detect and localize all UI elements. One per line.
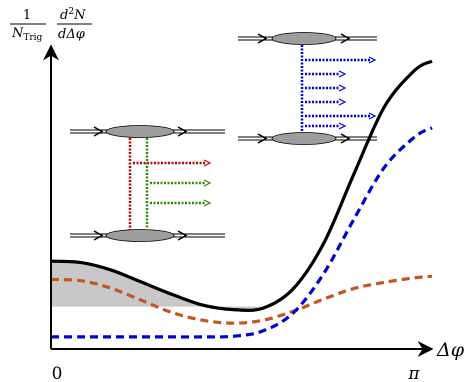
left-inset-top-beam <box>70 125 225 138</box>
series-blue-dashed <box>51 126 433 339</box>
x-tick-label-0: 0 <box>52 364 63 382</box>
ylabel-prefactor-den: NTrig <box>11 26 43 43</box>
right-inset-diagram <box>238 32 377 145</box>
ylabel-deriv-num: d2N <box>60 7 86 23</box>
left-inset-bottom-beam <box>70 229 225 242</box>
y-axis-label: 1 NTrig d2N dΔφ <box>10 7 92 43</box>
x-tick-label-pi: π <box>407 364 420 382</box>
left-inset-diagram <box>70 125 225 242</box>
left-inset-red-ladder <box>128 138 212 230</box>
series-black-solid <box>50 59 433 312</box>
right-inset-top-beam <box>238 32 377 45</box>
left-inset-green-ladder <box>145 138 212 230</box>
right-inset-bottom-beam <box>238 132 377 145</box>
right-inset-blue-ladder <box>300 45 377 132</box>
ylabel-prefactor-num: 1 <box>23 8 31 23</box>
series-orange-dashed <box>50 274 433 325</box>
pedestal-shade <box>51 261 264 310</box>
x-axis-label: Δφ <box>436 339 465 361</box>
ylabel-deriv-den: dΔφ <box>58 27 86 42</box>
